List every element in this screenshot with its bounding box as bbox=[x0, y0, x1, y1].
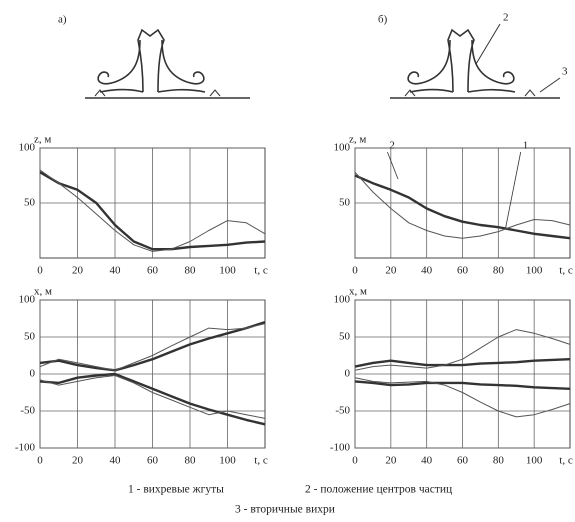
y-tick-label: -50 bbox=[20, 405, 35, 417]
y-tick-label: 50 bbox=[339, 197, 351, 209]
data-line bbox=[354, 377, 571, 418]
x-axis-label: t, с bbox=[559, 265, 573, 277]
x-tick-label: 80 bbox=[185, 265, 197, 277]
annotation-leader bbox=[387, 151, 399, 180]
x-tick-label: 60 bbox=[147, 455, 159, 467]
data-line bbox=[39, 321, 266, 372]
diagram-a bbox=[85, 28, 250, 99]
y-tick-label: 50 bbox=[24, 331, 36, 343]
data-line bbox=[354, 174, 571, 240]
callout: 3 bbox=[562, 66, 568, 78]
y-tick-label: 50 bbox=[339, 331, 351, 343]
diagram-b bbox=[390, 23, 561, 99]
data-line bbox=[39, 169, 266, 252]
data-line bbox=[39, 375, 266, 419]
annotation: 2 bbox=[389, 140, 395, 152]
callout: 2 bbox=[503, 12, 509, 24]
x-tick-label: 20 bbox=[385, 455, 397, 467]
y-tick-label: 100 bbox=[19, 142, 36, 154]
x-tick-label: 100 bbox=[219, 265, 236, 277]
y-tick-label: 100 bbox=[334, 294, 351, 306]
y-tick-label: 100 bbox=[334, 142, 351, 154]
x-tick-label: 40 bbox=[110, 265, 122, 277]
x-tick-label: 60 bbox=[147, 265, 159, 277]
y-axis-label: x, м bbox=[349, 286, 367, 298]
y-tick-label: 50 bbox=[24, 197, 36, 209]
panel-label: б) bbox=[378, 14, 388, 26]
data-line bbox=[354, 380, 571, 390]
x-tick-label: 40 bbox=[421, 455, 433, 467]
x-tick-label: 60 bbox=[457, 265, 469, 277]
x-tick-label: 20 bbox=[72, 265, 84, 277]
x-tick-label: 80 bbox=[493, 265, 505, 277]
data-line bbox=[39, 372, 266, 426]
data-line bbox=[354, 171, 571, 239]
x-tick-label: 20 bbox=[72, 455, 84, 467]
x-tick-label: 80 bbox=[185, 455, 197, 467]
caption: 2 - положение центров частиц bbox=[305, 484, 452, 496]
y-tick-label: 0 bbox=[30, 368, 36, 380]
caption: 1 - вихревые жгуты bbox=[128, 484, 224, 496]
x-tick-label: 100 bbox=[219, 455, 236, 467]
y-tick-label: -100 bbox=[330, 442, 351, 454]
x-tick-label: 0 bbox=[352, 455, 358, 467]
x-tick-label: 20 bbox=[385, 265, 397, 277]
data-line bbox=[354, 329, 571, 371]
x-tick-label: 0 bbox=[37, 265, 43, 277]
caption: 3 - вторичные вихри bbox=[235, 504, 335, 516]
x-tick-label: 100 bbox=[526, 265, 543, 277]
y-axis-label: z, м bbox=[34, 134, 51, 146]
y-axis-label: z, м bbox=[349, 134, 366, 146]
x-axis-label: t, с bbox=[559, 455, 573, 467]
x-axis-label: t, с bbox=[254, 455, 268, 467]
panel-label: а) bbox=[58, 14, 67, 26]
y-tick-label: -50 bbox=[335, 405, 350, 417]
y-axis-label: x, м bbox=[34, 286, 52, 298]
x-tick-label: 0 bbox=[352, 265, 358, 277]
data-line bbox=[39, 323, 266, 371]
x-tick-label: 40 bbox=[110, 455, 122, 467]
annotation-leader bbox=[505, 151, 522, 229]
y-tick-label: 100 bbox=[19, 294, 36, 306]
x-tick-label: 100 bbox=[526, 455, 543, 467]
x-axis-label: t, с bbox=[254, 265, 268, 277]
x-tick-label: 40 bbox=[421, 265, 433, 277]
x-tick-label: 60 bbox=[457, 455, 469, 467]
data-line bbox=[354, 358, 571, 368]
data-line bbox=[39, 171, 266, 251]
y-tick-label: 0 bbox=[345, 368, 351, 380]
x-tick-label: 0 bbox=[37, 455, 43, 467]
annotation: 1 bbox=[523, 140, 529, 152]
x-tick-label: 80 bbox=[493, 455, 505, 467]
y-tick-label: -100 bbox=[15, 442, 36, 454]
